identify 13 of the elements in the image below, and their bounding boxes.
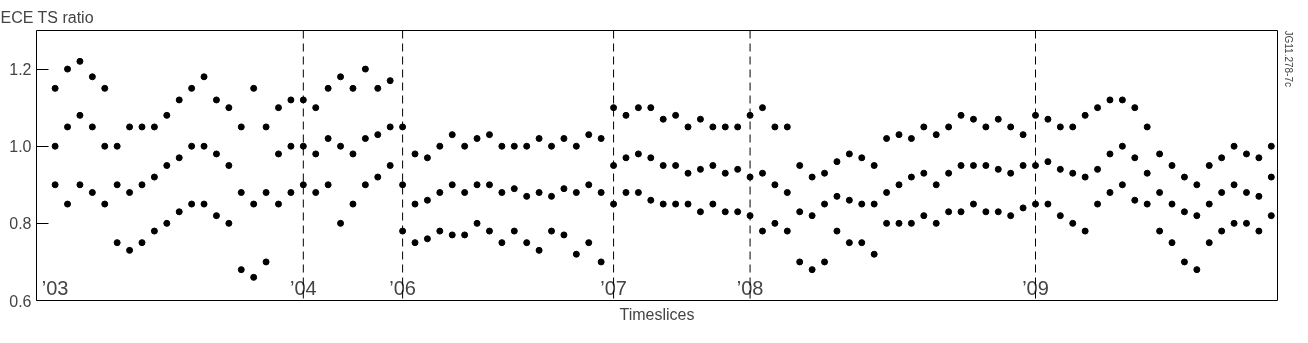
text: JG11.278-7c [1282,30,1294,88]
x-tick-label: ’04 [289,276,317,299]
y-tick-label: 0.8 [9,215,32,233]
x-tick-label: ’06 [389,276,416,299]
y-tick-label: 1.0 [9,138,32,156]
x-tick-label: ’08 [736,276,764,299]
chart-title: ECE TS ratio [0,8,94,26]
y-tick-label: 0.6 [9,292,32,310]
y-tick-label: 1.2 [9,61,32,79]
x-tick-label: ’03 [41,276,69,299]
x-tick-label: ’07 [600,276,627,299]
x-axis-title: Timeslices [619,305,695,323]
x-tick-label: ’09 [1022,276,1049,299]
